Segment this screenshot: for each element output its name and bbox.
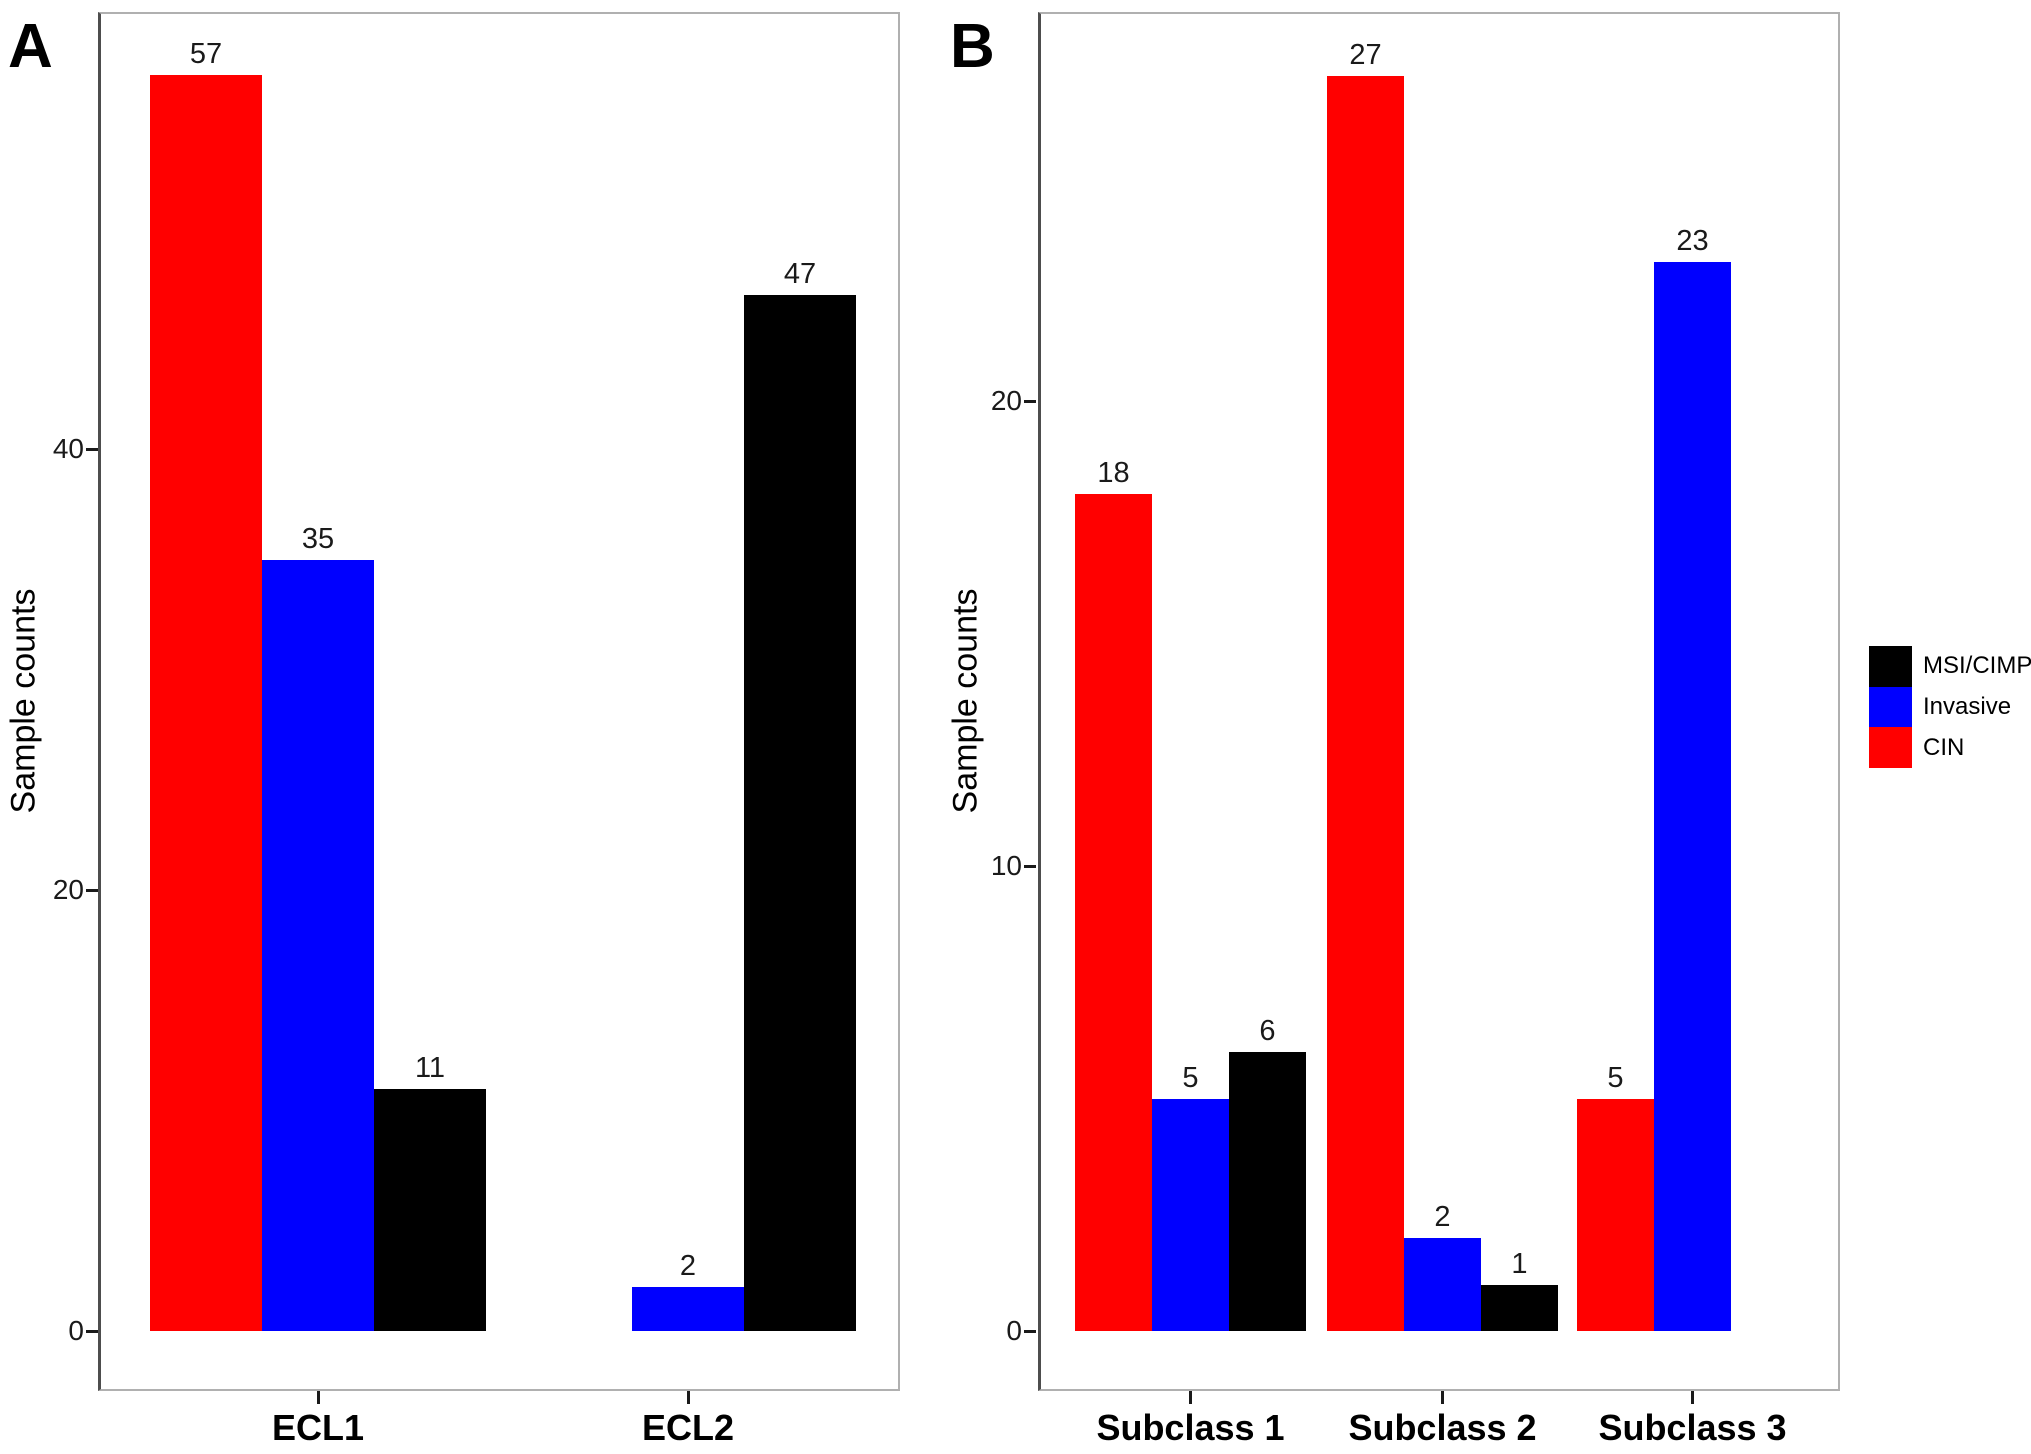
bar-a-ecl2-invasive [632, 1286, 744, 1331]
y-tick-mark-b-0 [1024, 1329, 1036, 1333]
legend-swatch-cin [1869, 727, 1912, 769]
y-tick-label-a-40: 40 [52, 433, 84, 465]
legend-swatch-msi-cimp [1869, 646, 1912, 687]
panel-b-frame [1038, 12, 1840, 1391]
x-tick-mark-a-ecl1 [316, 1391, 320, 1404]
x-category-label-b-subclass-3: Subclass 3 [1598, 1407, 1787, 1448]
bar-value-label-b-subclass-3-invasive: 23 [1676, 224, 1709, 257]
x-tick-mark-b-subclass-2 [1441, 1391, 1444, 1404]
x-tick-mark-a-ecl2 [686, 1391, 690, 1404]
bar-value-label-b-subclass-1-msi-cimp: 6 [1259, 1015, 1276, 1047]
y-tick-label-a-20: 20 [52, 874, 84, 906]
y-axis-label-a: Sample counts [4, 588, 43, 814]
y-tick-label-b-20: 20 [990, 385, 1022, 416]
x-tick-mark-b-subclass-1 [1189, 1391, 1192, 1404]
bar-b-subclass-1-invasive [1152, 1098, 1229, 1331]
bar-value-label-b-subclass-3-cin: 5 [1607, 1061, 1624, 1094]
bar-b-subclass-2-msi-cimp [1481, 1284, 1558, 1331]
x-category-label-b-subclass-1: Subclass 1 [1096, 1407, 1285, 1448]
bar-value-label-b-subclass-1-cin: 18 [1097, 457, 1130, 489]
bar-value-label-b-subclass-2-invasive: 2 [1434, 1201, 1451, 1233]
legend-label-invasive: Invasive [1923, 693, 2012, 721]
bar-b-subclass-3-cin [1577, 1098, 1654, 1331]
y-tick-label-a-0: 0 [68, 1315, 84, 1346]
bar-value-label-a-ecl1-invasive: 35 [301, 522, 335, 555]
x-category-label-b-subclass-2: Subclass 2 [1348, 1407, 1537, 1448]
bar-value-label-b-subclass-2-msi-cimp: 1 [1511, 1247, 1528, 1280]
bar-b-subclass-2-cin [1327, 75, 1404, 1331]
panel-letter-b: B [950, 12, 995, 81]
panel-letter-a: A [8, 12, 53, 81]
y-tick-label-b-0: 0 [1006, 1315, 1022, 1346]
legend-label-msi-cimp: MSI/CIMP [1923, 652, 2031, 680]
bar-b-subclass-2-invasive [1404, 1238, 1481, 1331]
y-tick-mark-b-20 [1024, 399, 1036, 403]
y-tick-mark-b-10 [1024, 864, 1036, 868]
legend: MSI/CIMP Invasive CIN [1869, 646, 2031, 769]
bar-value-label-a-ecl2-invasive: 2 [679, 1249, 697, 1282]
panel-a-frame [98, 12, 900, 1391]
y-tick-mark-a-40 [86, 447, 98, 451]
x-category-label-a-ecl2: ECL2 [641, 1407, 735, 1448]
bar-value-label-a-ecl2-msi-cimp: 47 [783, 258, 817, 291]
bar-b-subclass-1-cin [1075, 494, 1152, 1331]
legend-label-cin: CIN [1923, 733, 1965, 761]
y-tick-mark-a-20 [86, 888, 98, 892]
bar-b-subclass-1-msi-cimp [1229, 1052, 1306, 1331]
y-tick-mark-a-0 [86, 1329, 98, 1333]
bar-value-label-b-subclass-2-cin: 27 [1349, 38, 1382, 71]
y-axis-label-b: Sample counts [946, 588, 985, 814]
bar-b-subclass-3-invasive [1654, 261, 1731, 1331]
legend-swatch-invasive [1869, 686, 1912, 728]
x-category-label-a-ecl1: ECL1 [271, 1407, 365, 1448]
legend-item-msi-cimp: MSI/CIMP [1869, 646, 2031, 687]
legend-item-cin: CIN [1869, 727, 2031, 769]
bar-value-label-b-subclass-1-invasive: 5 [1182, 1061, 1199, 1094]
legend-item-invasive: Invasive [1869, 686, 2031, 728]
x-tick-mark-b-subclass-3 [1691, 1391, 1694, 1404]
bar-value-label-a-ecl1-msi-cimp: 11 [414, 1051, 446, 1084]
bar-a-ecl2-msi-cimp [744, 295, 856, 1331]
bar-a-ecl1-invasive [262, 559, 374, 1331]
y-tick-label-b-10: 10 [990, 850, 1022, 881]
bar-value-label-a-ecl1-cin: 57 [189, 37, 223, 70]
bar-a-ecl1-cin [150, 74, 262, 1331]
bar-a-ecl1-msi-cimp [374, 1088, 486, 1331]
